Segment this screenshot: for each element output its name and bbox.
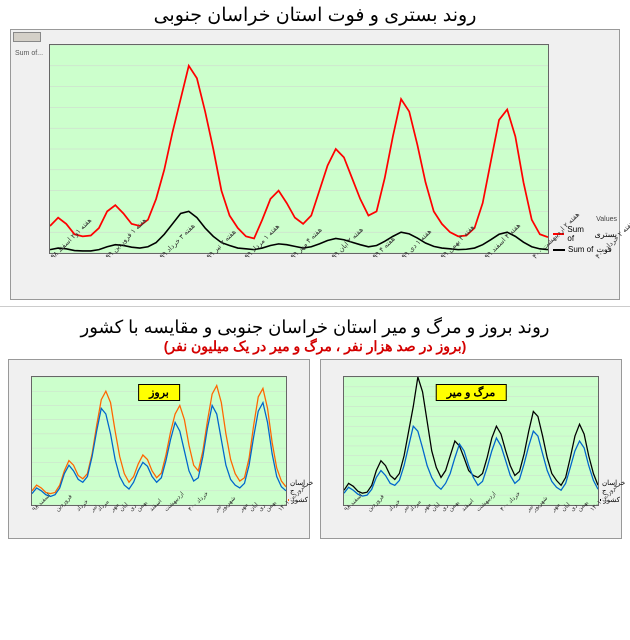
- excel-tab-handle: [13, 32, 41, 42]
- right-mini-chart: مرگ و میر 012345678910111213 خراسان ج کش…: [320, 359, 622, 539]
- right-x-axis: اسفند ۹۸فروردینخردادتیرمردادمهراباندیبهم…: [343, 508, 599, 538]
- left-x-axis: اسفند ۹۸فروردینخردادتیرمردادمهراباندیبهم…: [31, 508, 287, 538]
- top-x-axis: هفته ۱و۲ اسفند ۹۸هفته ۱ فروردین ۹۹هفته ۳…: [49, 255, 549, 297]
- left-mini-title: بروز: [138, 384, 180, 401]
- top-plot-area: 38 8 050100150200250300350400450500: [49, 44, 549, 254]
- top-chart-title: روند بستری و فوت استان خراسان جنوبی: [10, 4, 620, 27]
- y-axis-label: Sum of...: [15, 50, 43, 57]
- right-mini-title: مرگ و میر: [436, 384, 507, 401]
- bottom-subtitle: (بروز در صد هزار نفر ، مرگ و میر در یک م…: [8, 338, 622, 355]
- top-chart-panel: Sum of... 38 8 0501001502002503003504004…: [10, 29, 620, 300]
- bottom-title: روند بروز و مرگ و میر استان خراسان جنوبی…: [8, 317, 622, 338]
- left-mini-chart: بروز 0255075100125150175200225 خراسان ج …: [8, 359, 310, 539]
